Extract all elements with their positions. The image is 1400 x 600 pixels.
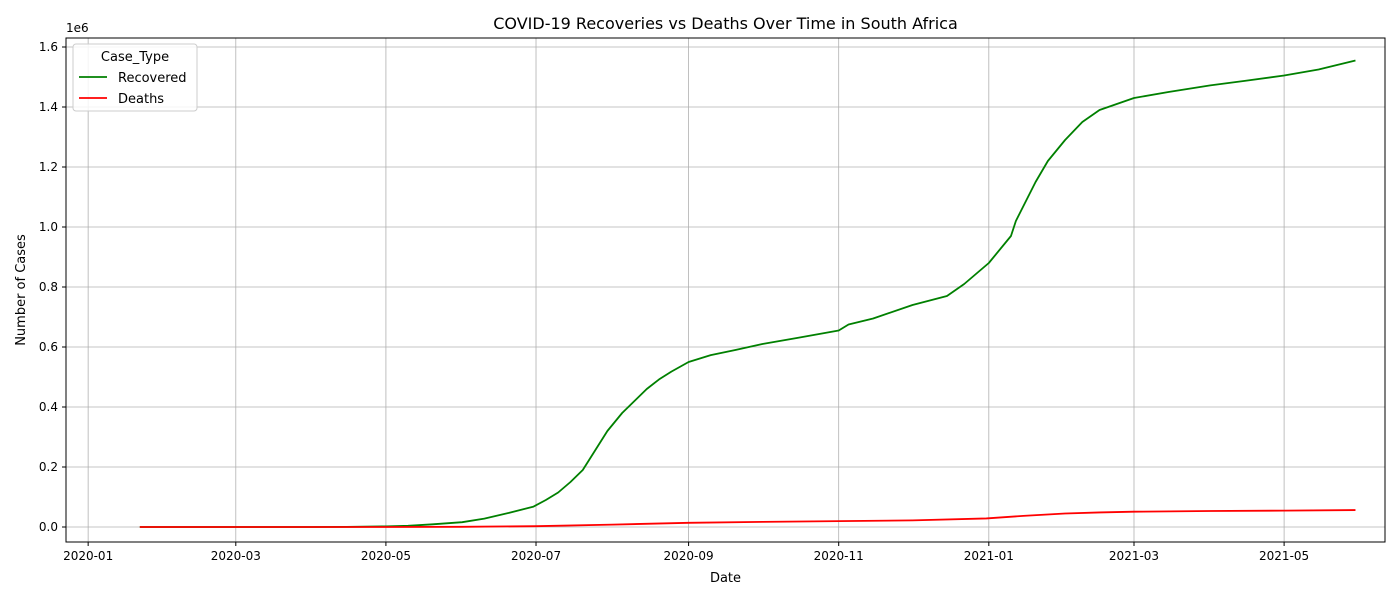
chart-title: COVID-19 Recoveries vs Deaths Over Time …: [493, 14, 958, 33]
x-tick-label: 2021-05: [1259, 549, 1309, 563]
x-tick-label: 2020-01: [63, 549, 113, 563]
y-tick-label: 1.6: [39, 40, 58, 54]
y-tick-label: 0.4: [39, 400, 58, 414]
y-tick-label: 0.8: [39, 280, 58, 294]
plot-frame: [65, 37, 1386, 543]
y-tick-label: 1.2: [39, 160, 58, 174]
x-axis-label: Date: [710, 571, 741, 586]
y-tick-label: 0.2: [39, 460, 58, 474]
y-axis-label: Number of Cases: [14, 234, 29, 346]
x-tick-label: 2020-11: [814, 549, 864, 563]
series-lines: [139, 59, 1356, 528]
y-tick-label: 1.0: [39, 220, 58, 234]
x-tick-label: 2020-07: [511, 549, 561, 563]
y-tick-label: 0.6: [39, 340, 58, 354]
series-line-deaths: [139, 509, 1356, 528]
axis-ticks: 2020-01 2020-03 2020-05 2020-07 2020-09 2020-…: [39, 40, 1309, 563]
legend-label-recovered: Recovered: [118, 71, 187, 86]
y-tick-label: 0.0: [39, 520, 58, 534]
x-tick-label: 2020-03: [211, 549, 261, 563]
grid-lines: [66, 38, 1385, 542]
legend-title: Case_Type: [101, 50, 169, 65]
series-line-recovered: [139, 59, 1356, 528]
y-offset-label: 1e6: [66, 21, 89, 35]
x-tick-label: 2021-03: [1109, 549, 1159, 563]
legend-box: [72, 43, 198, 112]
y-tick-label: 1.4: [39, 100, 58, 114]
x-tick-label: 2020-05: [361, 549, 411, 563]
legend-label-deaths: Deaths: [118, 92, 164, 107]
legend: Case_Type Recovered Deaths: [72, 43, 198, 112]
x-tick-label: 2020-09: [664, 549, 714, 563]
x-tick-label: 2021-01: [964, 549, 1014, 563]
